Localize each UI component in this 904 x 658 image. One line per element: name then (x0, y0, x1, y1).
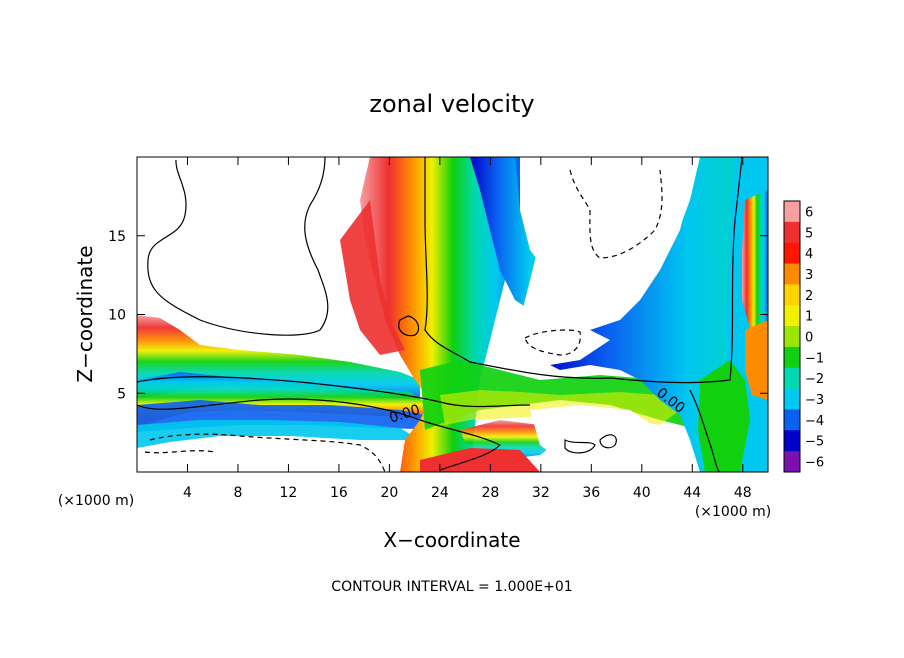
colorbar-swatch (784, 367, 800, 390)
colorbar-label: −6 (805, 456, 824, 471)
x-tick-label: 16 (330, 485, 348, 501)
colorbar-swatch (784, 409, 800, 431)
colorbar-label: 4 (805, 247, 813, 262)
x-tick-label: 8 (233, 485, 242, 501)
colorbar-swatch (784, 451, 800, 473)
contour-lines (137, 157, 743, 472)
x-axis: 4 8 12 16 20 24 28 32 36 40 44 48 (183, 157, 752, 501)
colorbar-label: 2 (805, 289, 813, 304)
x-tick-label: 4 (183, 485, 192, 501)
y-axis: 5 10 15 (108, 229, 768, 402)
x-tick-label: 44 (683, 485, 701, 501)
x-axis-label: X−coordinate (383, 528, 520, 552)
colorbar-label: −5 (805, 435, 824, 450)
colorbar-swatch (784, 388, 800, 410)
x-tick-label: 28 (481, 485, 499, 501)
chart-title: zonal velocity (369, 90, 534, 118)
velocity-field (137, 157, 768, 472)
colorbar-label: 6 (805, 205, 813, 220)
colorbar-label: −2 (805, 372, 824, 387)
colorbar-swatch (784, 263, 800, 285)
colorbar-swatch (784, 201, 800, 223)
colorbar-swatch (784, 326, 800, 348)
colorbar-label: 1 (805, 310, 813, 325)
colorbar-swatch (784, 242, 800, 265)
colorbar-swatch (784, 221, 800, 244)
colorbar-swatch (784, 346, 800, 369)
x-tick-label: 32 (532, 485, 550, 501)
x-tick-label: 20 (380, 485, 398, 501)
y-tick-label: 15 (108, 229, 126, 245)
y-axis-label: Z−coordinate (73, 245, 97, 382)
x-tick-label: 12 (280, 485, 298, 501)
y-tick-label: 10 (108, 308, 126, 324)
colorbar-label: 3 (805, 268, 813, 283)
x-tick-label: 40 (633, 485, 651, 501)
x-unit-left: (×1000 m) (58, 493, 134, 509)
colorbar-swatch (784, 305, 800, 327)
x-unit-right: (×1000 m) (695, 504, 771, 520)
colorbar-label: 5 (805, 226, 813, 241)
y-tick-label: 5 (117, 386, 126, 402)
colorbar-label: 0 (805, 331, 813, 346)
colorbar-swatch (784, 430, 800, 452)
colorbar-label: −4 (805, 414, 824, 429)
colorbar-swatch (784, 284, 800, 306)
colorbar-label: −3 (805, 393, 824, 408)
colorbar: 6 5 4 3 2 1 0 −1 −2 −3 −4 −5 −6 (783, 200, 824, 473)
colorbar-frame (783, 200, 801, 473)
x-tick-label: 24 (431, 485, 449, 501)
colorbar-label: −1 (805, 351, 824, 366)
x-tick-label: 36 (582, 485, 600, 501)
contour-interval-note: CONTOUR INTERVAL = 1.000E+01 (331, 579, 572, 595)
x-tick-label: 48 (734, 485, 752, 501)
